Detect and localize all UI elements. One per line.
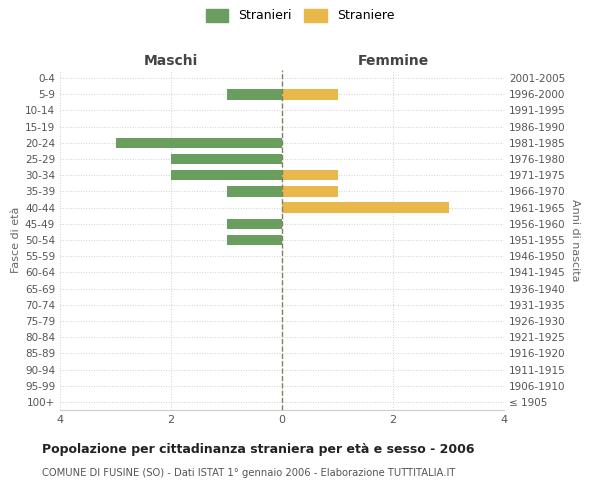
Text: Popolazione per cittadinanza straniera per età e sesso - 2006: Popolazione per cittadinanza straniera p… <box>42 442 475 456</box>
Legend: Stranieri, Straniere: Stranieri, Straniere <box>206 8 394 22</box>
Bar <box>115 138 282 148</box>
Y-axis label: Anni di nascita: Anni di nascita <box>570 198 580 281</box>
Bar <box>282 186 337 196</box>
Bar <box>227 89 282 100</box>
Bar <box>227 186 282 196</box>
Bar <box>282 89 337 100</box>
Bar <box>171 154 282 164</box>
Bar <box>282 170 337 180</box>
Bar <box>171 170 282 180</box>
Text: Maschi: Maschi <box>144 54 198 68</box>
Text: COMUNE DI FUSINE (SO) - Dati ISTAT 1° gennaio 2006 - Elaborazione TUTTITALIA.IT: COMUNE DI FUSINE (SO) - Dati ISTAT 1° ge… <box>42 468 455 477</box>
Text: Femmine: Femmine <box>358 54 428 68</box>
Bar <box>227 234 282 246</box>
Y-axis label: Fasce di età: Fasce di età <box>11 207 21 273</box>
Bar <box>282 202 449 213</box>
Bar <box>227 218 282 229</box>
